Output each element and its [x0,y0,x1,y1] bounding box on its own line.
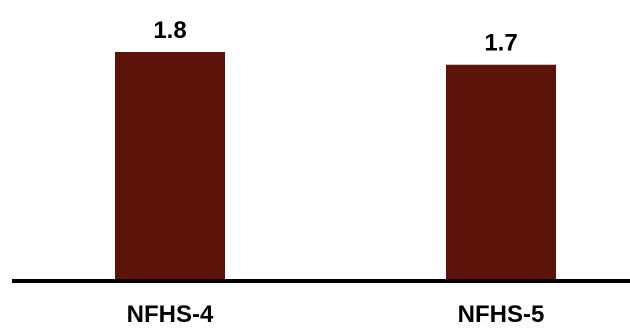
category-label-nfhs-4: NFHS-4 [127,301,214,328]
value-labels-group: 1.8 1.7 [153,17,517,57]
value-label-nfhs-5: 1.7 [484,30,517,57]
category-labels-group: NFHS-4 NFHS-5 [127,301,545,328]
value-label-nfhs-4: 1.8 [153,17,186,44]
bar-nfhs-4 [115,52,225,281]
bar-nfhs-5 [446,64,556,281]
bars-group [115,52,556,281]
category-label-nfhs-5: NFHS-5 [458,301,545,328]
